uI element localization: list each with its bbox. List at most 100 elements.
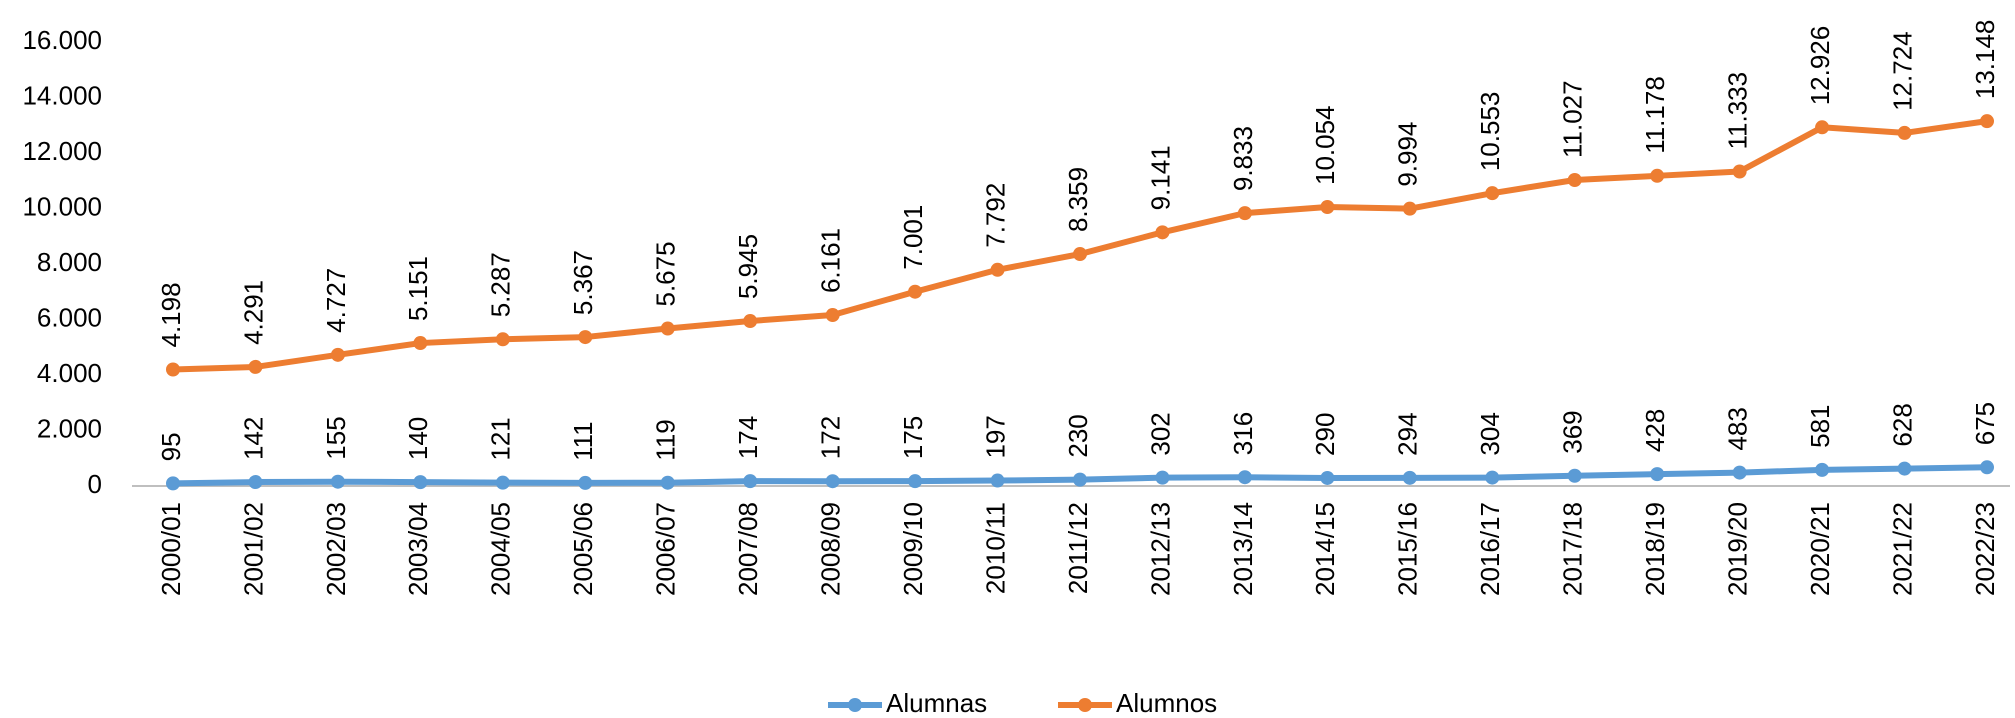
data-label: 581: [1805, 404, 1835, 447]
point: [1155, 470, 1170, 485]
x-tick-label: 2001/02: [238, 502, 268, 596]
point: [578, 330, 593, 345]
data-label: 11.027: [1558, 80, 1588, 158]
point: [1073, 247, 1087, 262]
data-label: 9.833: [1228, 126, 1258, 191]
data-label: 12.724: [1887, 31, 1917, 111]
point: [1650, 168, 1665, 183]
data-label: 675: [1970, 402, 2000, 445]
data-label: 316: [1228, 412, 1258, 455]
data-label: 4.291: [238, 280, 268, 345]
point: [248, 359, 263, 374]
x-tick-label: 2003/04: [403, 502, 433, 596]
y-tick-label: 8.000: [37, 247, 102, 277]
data-label: 172: [816, 416, 846, 459]
point: [1897, 461, 1912, 476]
data-label: 4.198: [156, 282, 186, 347]
legend-label: Alumnos: [1116, 688, 1217, 718]
x-tick-label: 2016/17: [1475, 502, 1505, 596]
x-tick-label: 2022/23: [1970, 502, 2000, 596]
x-tick-label: 2008/09: [816, 502, 846, 596]
point: [495, 475, 510, 490]
x-tick-label: 2019/20: [1723, 502, 1753, 596]
point: [908, 474, 923, 489]
data-label: 12.926: [1805, 26, 1835, 106]
point: [1980, 114, 1994, 129]
point: [825, 474, 840, 489]
data-label: 230: [1063, 414, 1093, 457]
x-tick-label: 2021/22: [1887, 502, 1917, 596]
point: [990, 473, 1005, 488]
y-tick-label: 12.000: [22, 136, 102, 166]
x-tick-label: 2007/08: [733, 502, 763, 596]
point: [578, 475, 593, 490]
point: [660, 321, 675, 336]
point: [660, 475, 675, 490]
x-tick-label: 2006/07: [651, 502, 681, 596]
x-tick-label: 2015/16: [1393, 502, 1423, 596]
data-label: 140: [403, 417, 433, 460]
x-tick-label: 2014/15: [1310, 502, 1340, 596]
point: [908, 284, 923, 299]
point: [413, 475, 428, 490]
y-tick-label: 0: [88, 469, 102, 499]
point: [1485, 186, 1500, 201]
data-label: 7.792: [980, 183, 1010, 248]
point: [1732, 164, 1747, 179]
point: [1320, 470, 1335, 485]
point: [330, 474, 345, 489]
point: [166, 362, 180, 377]
point: [1155, 225, 1170, 240]
x-tick-label: 2005/06: [568, 502, 598, 596]
data-label: 11.333: [1723, 72, 1753, 150]
point: [1567, 468, 1582, 483]
legend-label: Alumnas: [886, 688, 987, 718]
point: [248, 475, 263, 490]
point: [1320, 200, 1335, 215]
x-tick-label: 2002/03: [321, 502, 351, 596]
series-line: [172, 118, 1988, 373]
y-tick-label: 14.000: [22, 80, 102, 110]
y-tick-label: 6.000: [37, 302, 102, 332]
point: [1567, 173, 1582, 188]
point: [825, 308, 840, 323]
data-label: 111: [568, 421, 598, 461]
data-label: 5.367: [568, 250, 598, 315]
point: [1402, 470, 1417, 485]
point: [1237, 206, 1252, 221]
data-label: 4.727: [321, 268, 351, 333]
x-tick-label: 2013/14: [1228, 502, 1258, 596]
y-tick-label: 2.000: [37, 413, 102, 443]
data-label: 142: [238, 417, 268, 460]
point: [1237, 470, 1252, 485]
x-tick-label: 2010/11: [980, 502, 1010, 594]
data-label: 10.054: [1310, 105, 1340, 185]
x-tick-label: 2018/19: [1640, 502, 1670, 596]
data-label: 95: [156, 432, 186, 461]
data-label: 5.151: [403, 256, 433, 321]
data-label: 155: [321, 416, 351, 459]
point: [1650, 467, 1665, 482]
point: [1815, 462, 1830, 477]
point: [413, 336, 428, 351]
point: [1073, 472, 1087, 487]
data-label: 5.675: [651, 241, 681, 306]
x-tick-label: 2017/18: [1558, 502, 1588, 596]
legend-marker: [848, 698, 862, 712]
point: [990, 262, 1005, 277]
data-label: 302: [1145, 412, 1175, 455]
point: [1980, 460, 1994, 475]
x-tick-label: 2012/13: [1145, 502, 1175, 596]
point: [1897, 125, 1912, 140]
data-label: 9.994: [1393, 122, 1423, 187]
legend-marker: [1078, 698, 1092, 712]
point: [495, 332, 510, 347]
point: [1402, 201, 1417, 216]
point: [1815, 120, 1830, 135]
data-label: 290: [1310, 413, 1340, 456]
point: [743, 314, 758, 329]
x-tick-label: 2004/05: [486, 502, 516, 596]
point: [330, 347, 345, 362]
x-tick-label: 2011/12: [1063, 502, 1093, 594]
data-label: 121: [486, 417, 516, 460]
